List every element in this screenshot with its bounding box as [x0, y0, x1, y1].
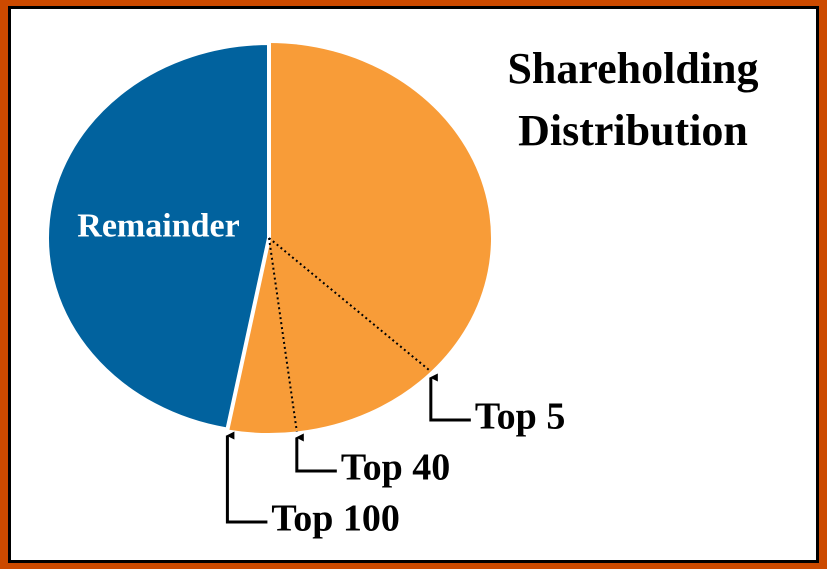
chart-title: Shareholding Distribution: [507, 44, 759, 155]
slice-label: Top 100: [271, 498, 400, 540]
label-arrow: [225, 431, 268, 524]
pie-slice: [45, 40, 271, 432]
label-arrow: [295, 433, 337, 473]
slice-label: Top 40: [341, 447, 451, 489]
label-arrow: [429, 373, 471, 422]
pie-slice: [227, 238, 297, 434]
slice-label: Remainder: [77, 208, 239, 245]
pie-slice: [269, 43, 492, 372]
slice-label: Top 5: [475, 396, 566, 438]
pie-slice: [269, 238, 431, 432]
